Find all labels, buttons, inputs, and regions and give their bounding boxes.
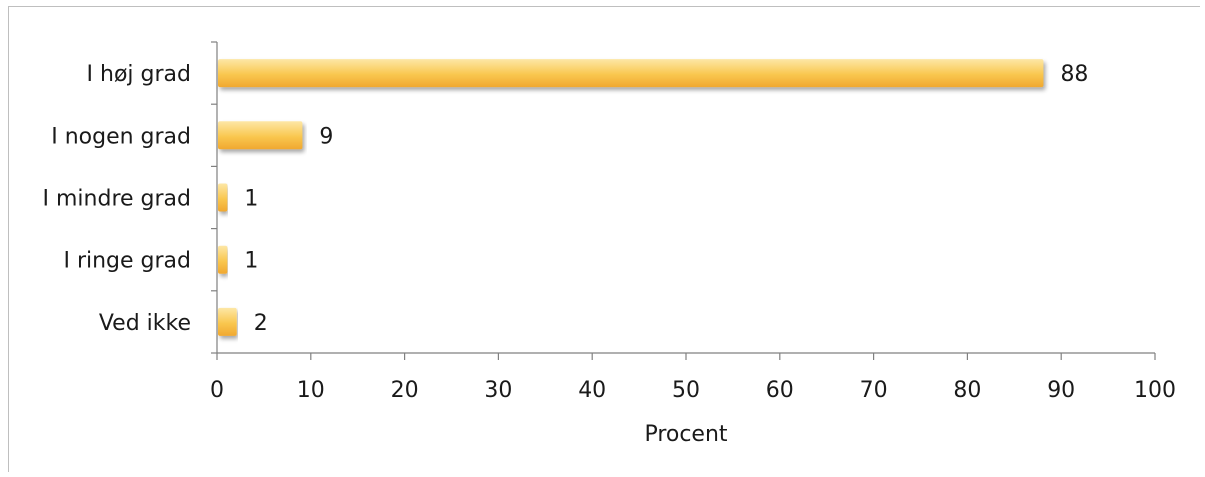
category-label: I høj grad <box>87 62 191 87</box>
x-tick-label: 30 <box>484 378 512 403</box>
data-label: 2 <box>254 311 268 336</box>
bar-0 <box>218 59 1044 88</box>
category-label: I mindre grad <box>43 187 191 212</box>
x-tick-label: 70 <box>860 378 888 403</box>
x-tick-label: 0 <box>210 378 224 403</box>
data-label: 9 <box>319 124 333 149</box>
x-tick-label: 40 <box>578 378 606 403</box>
x-tick-label: 100 <box>1134 378 1176 403</box>
category-label: I nogen grad <box>51 124 191 149</box>
category-label: I ringe grad <box>63 249 191 274</box>
bars <box>218 59 1044 336</box>
x-tick-label: 80 <box>953 378 981 403</box>
x-tick-label: 60 <box>766 378 794 403</box>
category-label: Ved ikke <box>99 311 191 336</box>
chart-frame <box>8 6 1200 472</box>
category-labels: I høj grad I nogen grad I mindre grad I rin… <box>43 62 191 336</box>
x-tick-label: 10 <box>297 378 325 403</box>
bar-4 <box>218 307 237 336</box>
bar-1 <box>218 121 303 150</box>
x-tick-label: 20 <box>391 378 419 403</box>
bar-2 <box>218 183 228 212</box>
x-axis-title: Procent <box>644 422 727 447</box>
data-label: 88 <box>1060 62 1088 87</box>
data-label: 1 <box>244 249 258 274</box>
axes <box>211 41 1156 360</box>
x-tick-label: 90 <box>1047 378 1075 403</box>
data-label: 1 <box>244 187 258 212</box>
bar-3 <box>218 245 228 274</box>
x-tick-label: 50 <box>672 378 700 403</box>
data-labels: 88 9 1 1 2 <box>244 62 1088 336</box>
x-tick-labels: 0 10 20 30 40 50 60 70 80 90 100 <box>210 378 1176 403</box>
